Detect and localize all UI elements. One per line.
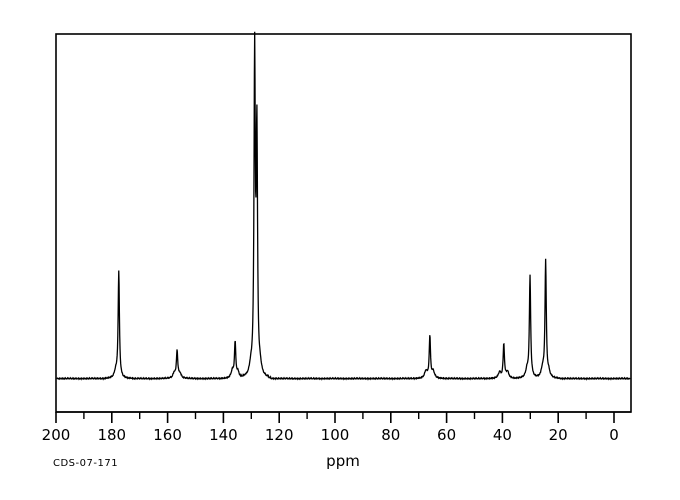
x-axis-tick-label: 100 xyxy=(321,426,350,444)
x-axis-tick-label: 20 xyxy=(549,426,568,444)
spectrum-trace-path xyxy=(56,31,631,381)
x-axis-tick-label: 60 xyxy=(437,426,456,444)
x-axis-tick-labels: 200 180 160 140 120 100 80 60 40 20 0 xyxy=(42,426,619,444)
x-axis-tick-label: 40 xyxy=(493,426,512,444)
x-axis-tick-label: 120 xyxy=(265,426,294,444)
x-axis-title: ppm xyxy=(326,452,360,470)
x-axis-tick-label: 140 xyxy=(209,426,238,444)
x-axis-tick-label: 0 xyxy=(609,426,619,444)
x-axis-ticks xyxy=(55,412,615,423)
x-axis: 200 180 160 140 120 100 80 60 40 20 0 xyxy=(42,411,631,444)
spectrum-trace xyxy=(56,31,631,381)
x-axis-tick-label: 160 xyxy=(153,426,182,444)
x-axis-tick-label: 180 xyxy=(97,426,126,444)
x-axis-tick-label: 200 xyxy=(42,426,71,444)
x-axis-tick-label: 80 xyxy=(381,426,400,444)
sample-id-label: CDS-07-171 xyxy=(53,458,118,469)
